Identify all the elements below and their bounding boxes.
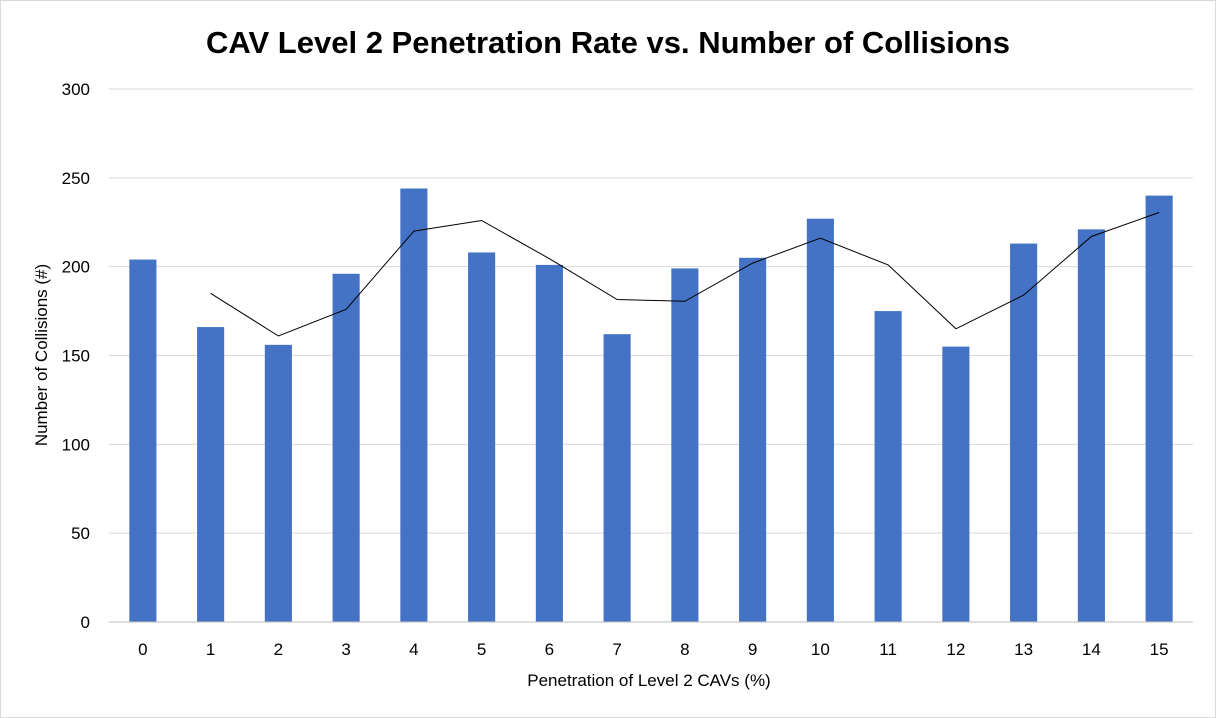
bar: [468, 252, 496, 622]
y-tick-label: 150: [62, 347, 90, 366]
x-tick-label: 4: [409, 640, 418, 659]
y-tick-label: 250: [62, 169, 90, 188]
y-tick-label: 100: [62, 435, 90, 454]
x-axis-title: Penetration of Level 2 CAVs (%): [527, 671, 770, 690]
bar: [332, 273, 360, 622]
x-tick-label: 6: [545, 640, 554, 659]
bar: [942, 346, 970, 622]
x-tick-label: 5: [477, 640, 486, 659]
moving-average-line: [210, 212, 1160, 337]
x-tick-label: 10: [811, 640, 830, 659]
bar: [1077, 229, 1105, 622]
y-tick-label: 50: [71, 524, 90, 543]
x-tick-label: 8: [680, 640, 689, 659]
bar-series: [129, 188, 1173, 623]
x-tick-label: 2: [274, 640, 283, 659]
x-tick-label: 15: [1150, 640, 1169, 659]
x-tick-label: 9: [748, 640, 757, 659]
x-tick-label: 1: [206, 640, 215, 659]
x-tick-label: 7: [612, 640, 621, 659]
bar: [806, 218, 834, 623]
bar: [535, 264, 563, 622]
x-tick-label: 3: [341, 640, 350, 659]
bar: [874, 311, 902, 622]
y-tick-label: 300: [62, 80, 90, 99]
x-tick-label: 11: [879, 640, 897, 659]
x-tick-label: 13: [1014, 640, 1033, 659]
bar: [1145, 195, 1173, 622]
bar: [739, 257, 767, 622]
bar: [1010, 243, 1038, 622]
y-tick-label: 0: [81, 613, 90, 632]
x-tick-label: 0: [138, 640, 147, 659]
y-axis-title: Number of Collisions (#): [32, 264, 51, 446]
bar: [671, 268, 699, 622]
x-tick-label: 14: [1082, 640, 1101, 659]
bar: [197, 327, 225, 622]
bar: [264, 344, 292, 622]
trendline-series: [210, 212, 1160, 337]
x-tick-label: 12: [946, 640, 965, 659]
bar: [603, 334, 631, 622]
bar: [400, 188, 428, 622]
bar: [129, 259, 157, 622]
chart-title: CAV Level 2 Penetration Rate vs. Number …: [206, 25, 1010, 60]
y-tick-label: 200: [62, 258, 90, 277]
